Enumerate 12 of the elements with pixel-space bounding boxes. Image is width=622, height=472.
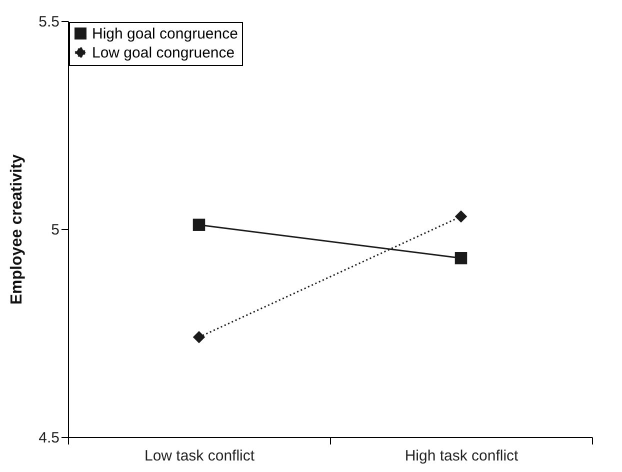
y-axis-title: Employee creativity [8,154,26,305]
x-tick-label: High task conflict [404,448,520,464]
y-tick-label: 5.5 [38,14,60,30]
legend-label: Low goal congruence [92,44,235,62]
y-tick-label: 5 [51,222,60,238]
x-tick-label: Low task conflict [144,448,256,464]
point [192,331,206,344]
y-tick-label: 4.5 [38,430,60,446]
legend-label: High goal congruence [92,26,238,42]
point [192,218,206,231]
point [454,210,468,223]
point [454,252,468,264]
